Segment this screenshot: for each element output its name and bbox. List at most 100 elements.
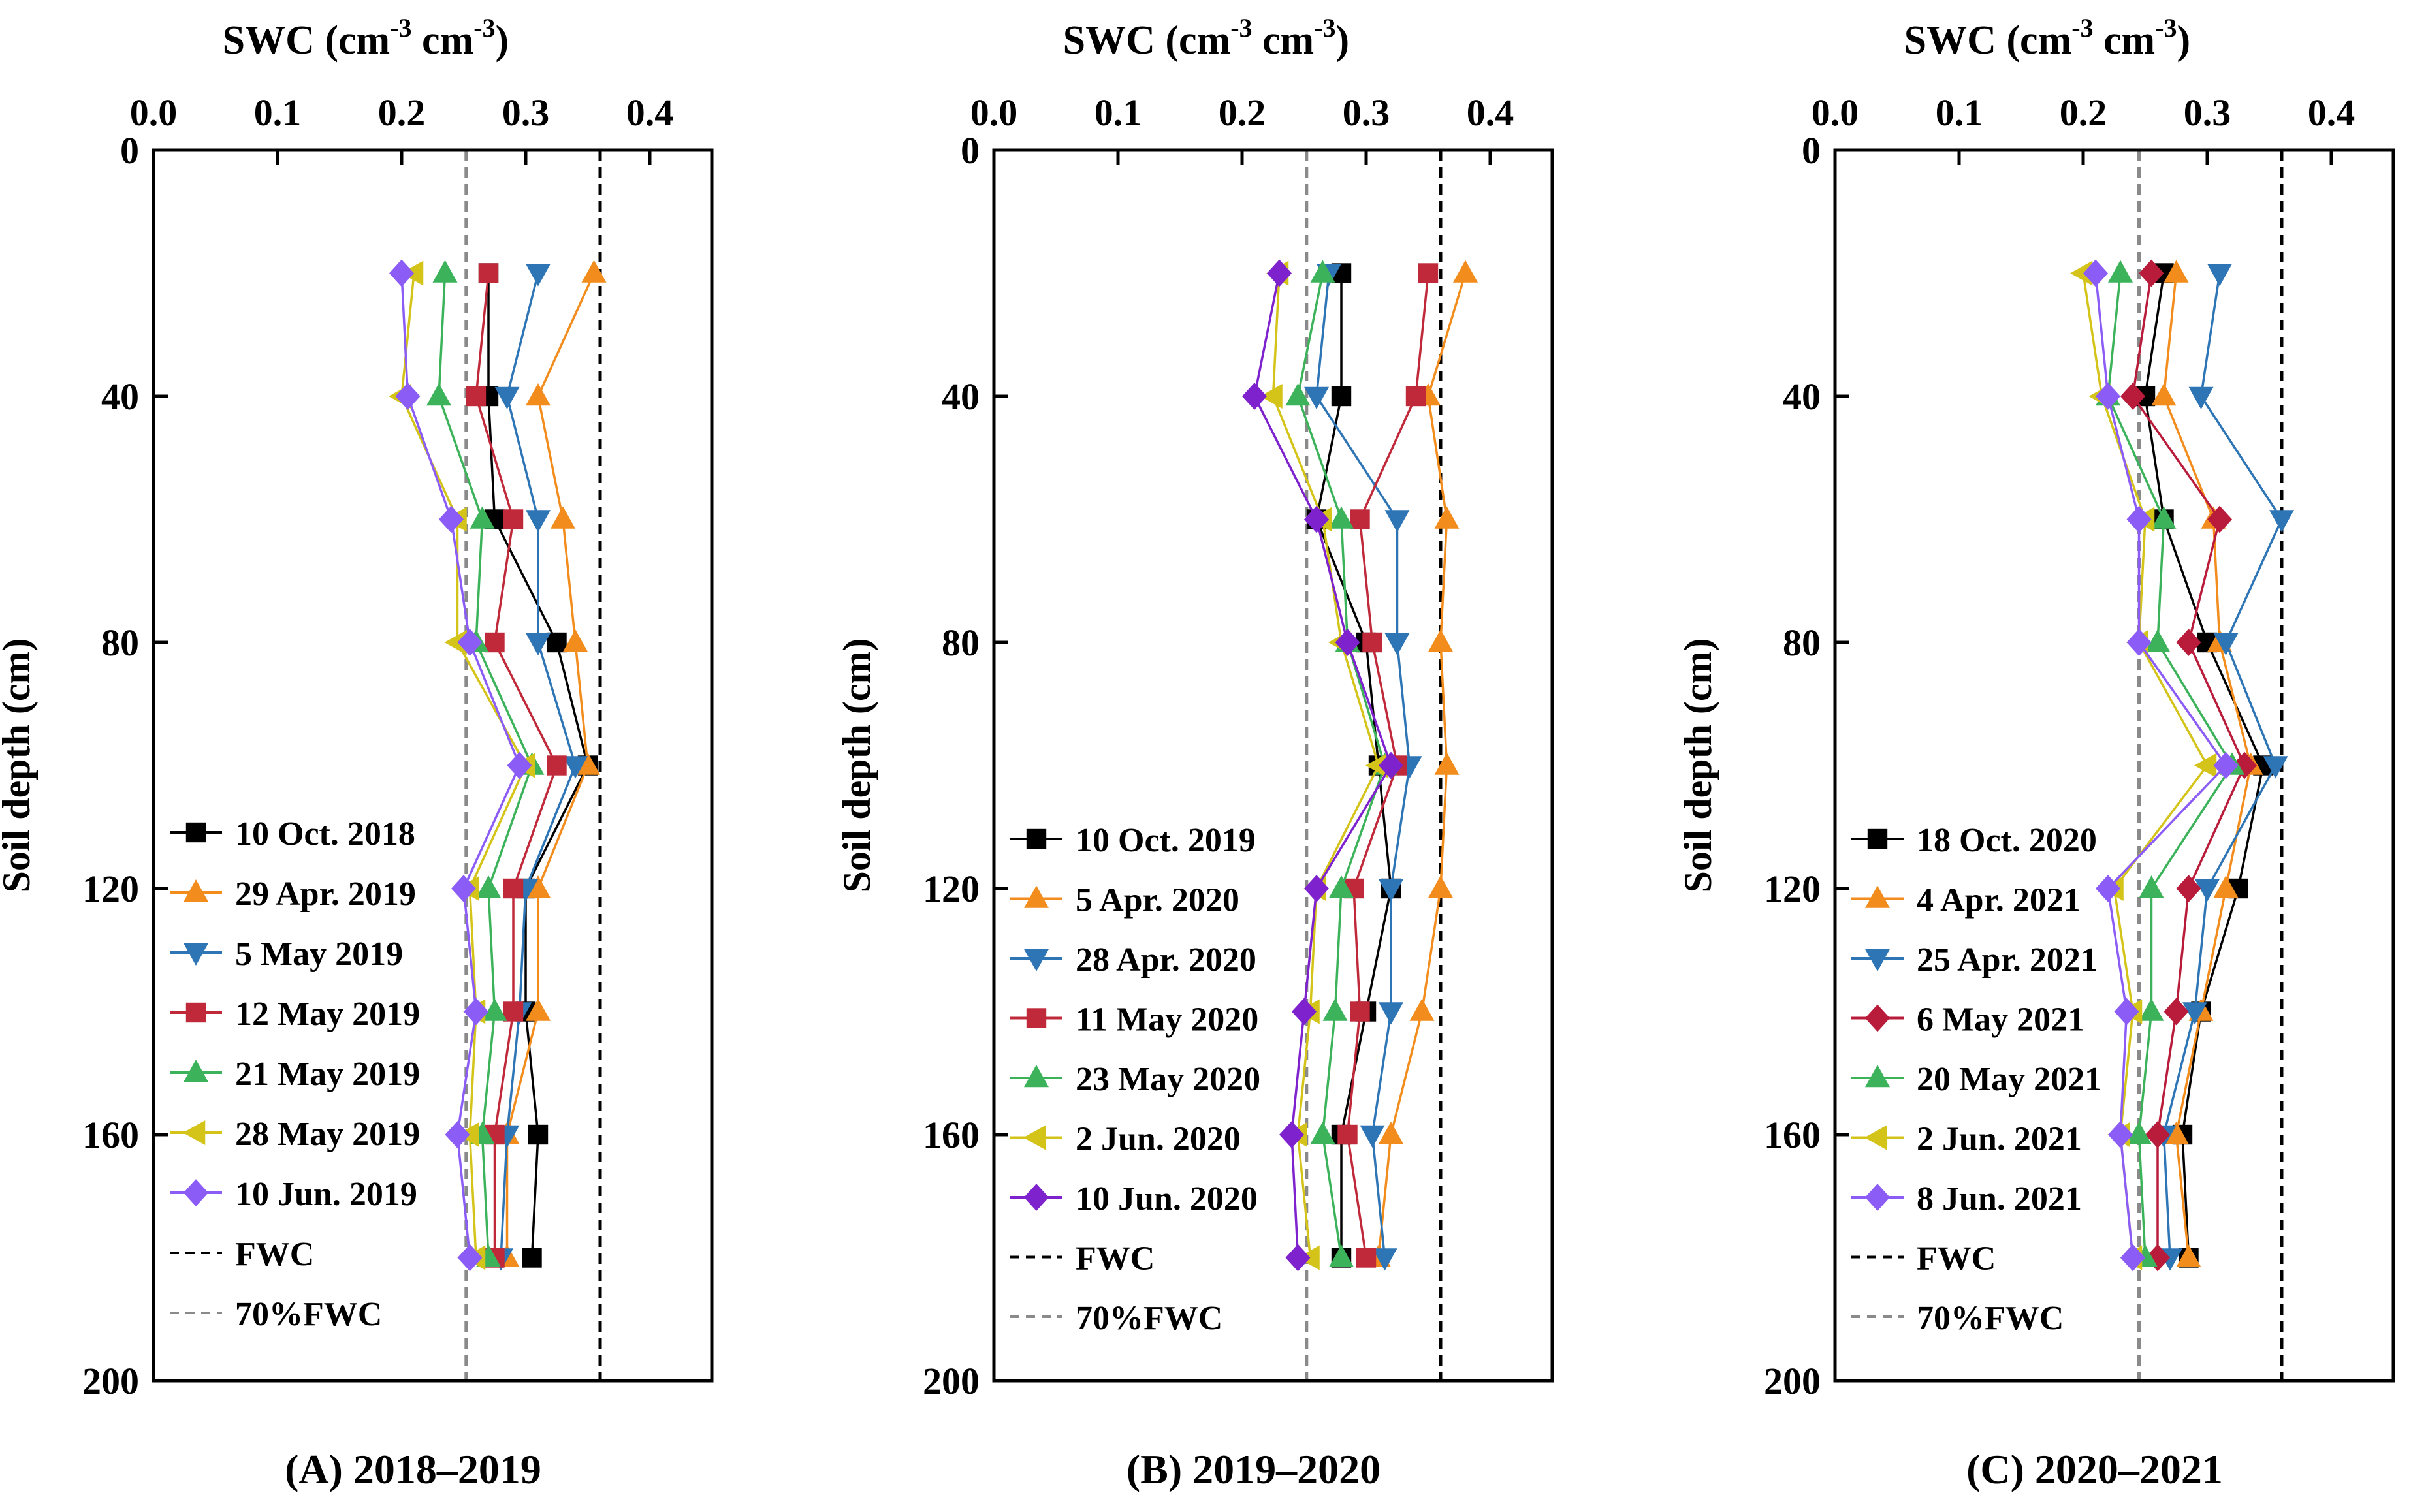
data-point [2083, 259, 2108, 287]
x-tick-label: 0.1 [1094, 91, 1142, 134]
x-axis-title-part: ) [496, 18, 509, 63]
x-axis-title-part: SWC (cm [1904, 18, 2072, 63]
data-point [1418, 263, 1439, 283]
series-4 [2120, 259, 2257, 1272]
data-point [432, 260, 458, 283]
data-point [1350, 509, 1370, 529]
data-point [478, 263, 499, 283]
legend-label: 10 Jun. 2020 [1076, 1180, 1258, 1218]
legend-label: 8 Jun. 2021 [1917, 1180, 2082, 1218]
legend-item: 5 Apr. 2020 [1010, 882, 1239, 919]
data-point [1379, 1122, 1403, 1144]
x-tick-label: 0.4 [2308, 91, 2355, 134]
data-point [528, 1124, 549, 1145]
y-tick-label: 120 [923, 868, 980, 910]
data-point [1379, 1002, 1403, 1025]
x-tick-label: 0.0 [130, 91, 178, 134]
data-point [2164, 1122, 2189, 1144]
data-point [503, 878, 524, 899]
legend-label: FWC [1076, 1240, 1155, 1278]
data-point [1310, 260, 1335, 283]
x-axis-title: SWC (cm-3 cm-3) [1904, 13, 2191, 63]
legend-label: 10 Oct. 2018 [235, 815, 415, 853]
data-point [395, 383, 421, 410]
data-point [1322, 998, 1348, 1021]
data-point [551, 506, 575, 529]
legend-item: 10 Jun. 2019 [170, 1176, 417, 1213]
data-point [1405, 386, 1426, 407]
legend-item-fwc70: 70%FWC [170, 1296, 382, 1333]
data-point [2126, 629, 2152, 656]
data-point [522, 1248, 542, 1268]
data-point [1379, 879, 1403, 902]
legend-marker [1865, 949, 1890, 971]
y-axis-title: Soil depth (cm) [0, 638, 38, 893]
y-tick-label: 200 [82, 1360, 139, 1402]
data-point [457, 629, 483, 656]
x-axis-title-superscript: -3 [1230, 13, 1252, 42]
legend-item-fwc70: 70%FWC [1851, 1300, 2064, 1337]
legend-item: 29 Apr. 2019 [170, 875, 416, 913]
data-point [1267, 259, 1292, 287]
legend-marker [1864, 1125, 1887, 1150]
x-axis-title-part: SWC (cm [223, 18, 391, 63]
legend-item: 5 May 2019 [170, 936, 403, 973]
data-point [439, 505, 464, 533]
data-point [526, 998, 551, 1021]
x-tick-label: 0.2 [1219, 91, 1266, 134]
series-7 [2083, 259, 2239, 1272]
data-point [1329, 1244, 1354, 1267]
x-tick-label: 0.4 [626, 91, 674, 134]
legend-marker [1865, 1065, 1890, 1088]
data-point [547, 755, 567, 776]
data-point [2164, 998, 2189, 1026]
legend-item: 2 Jun. 2021 [1851, 1121, 2082, 1158]
x-axis-title-superscript: -3 [390, 13, 411, 42]
data-point [2114, 998, 2139, 1026]
data-point [1304, 875, 1329, 902]
series-7 [389, 259, 532, 1272]
data-point [1292, 998, 1317, 1026]
legend-item: 11 May 2020 [1010, 1001, 1258, 1039]
x-tick-label: 0.2 [378, 91, 426, 134]
legend-label: FWC [1917, 1240, 1996, 1278]
x-tick-label: 0.4 [1467, 91, 1514, 134]
data-point [1362, 632, 1382, 653]
data-point [1434, 506, 1460, 529]
series-line [400, 273, 521, 1258]
legend-label: 2 Jun. 2020 [1076, 1121, 1241, 1158]
legend-label: 70%FWC [1076, 1300, 1222, 1337]
data-point [1329, 506, 1354, 529]
data-point [2126, 1122, 2152, 1144]
data-point [1372, 1248, 1397, 1271]
data-point [563, 629, 588, 652]
data-point [1350, 1001, 1370, 1022]
data-point [2096, 875, 2120, 902]
legend-item: 18 Oct. 2020 [1851, 822, 2097, 859]
legend-label: 10 Oct. 2019 [1076, 822, 1256, 859]
data-point [466, 386, 487, 407]
legend-marker [1024, 949, 1049, 971]
data-point [494, 386, 520, 409]
legend-item: 10 Oct. 2018 [170, 815, 415, 853]
x-axis-title-superscript: -3 [2071, 13, 2093, 42]
data-point [445, 1121, 470, 1148]
x-tick-label: 0.2 [2060, 91, 2107, 134]
legend-item: 10 Oct. 2019 [1010, 822, 1256, 859]
legend-label: 5 Apr. 2020 [1076, 882, 1239, 919]
data-point [1329, 875, 1354, 898]
data-point [2195, 879, 2220, 902]
legend-label: 70%FWC [235, 1296, 382, 1333]
data-point [526, 383, 551, 406]
x-axis-title-part: cm [1253, 18, 1315, 63]
x-axis-title-part: ) [2177, 18, 2191, 63]
legend-item: 28 May 2019 [170, 1116, 420, 1153]
data-point [2213, 875, 2239, 898]
legend-marker [1024, 885, 1049, 908]
data-point [2108, 1121, 2133, 1148]
data-point [476, 875, 501, 898]
data-point [485, 632, 505, 653]
y-tick-label: 0 [961, 129, 980, 172]
